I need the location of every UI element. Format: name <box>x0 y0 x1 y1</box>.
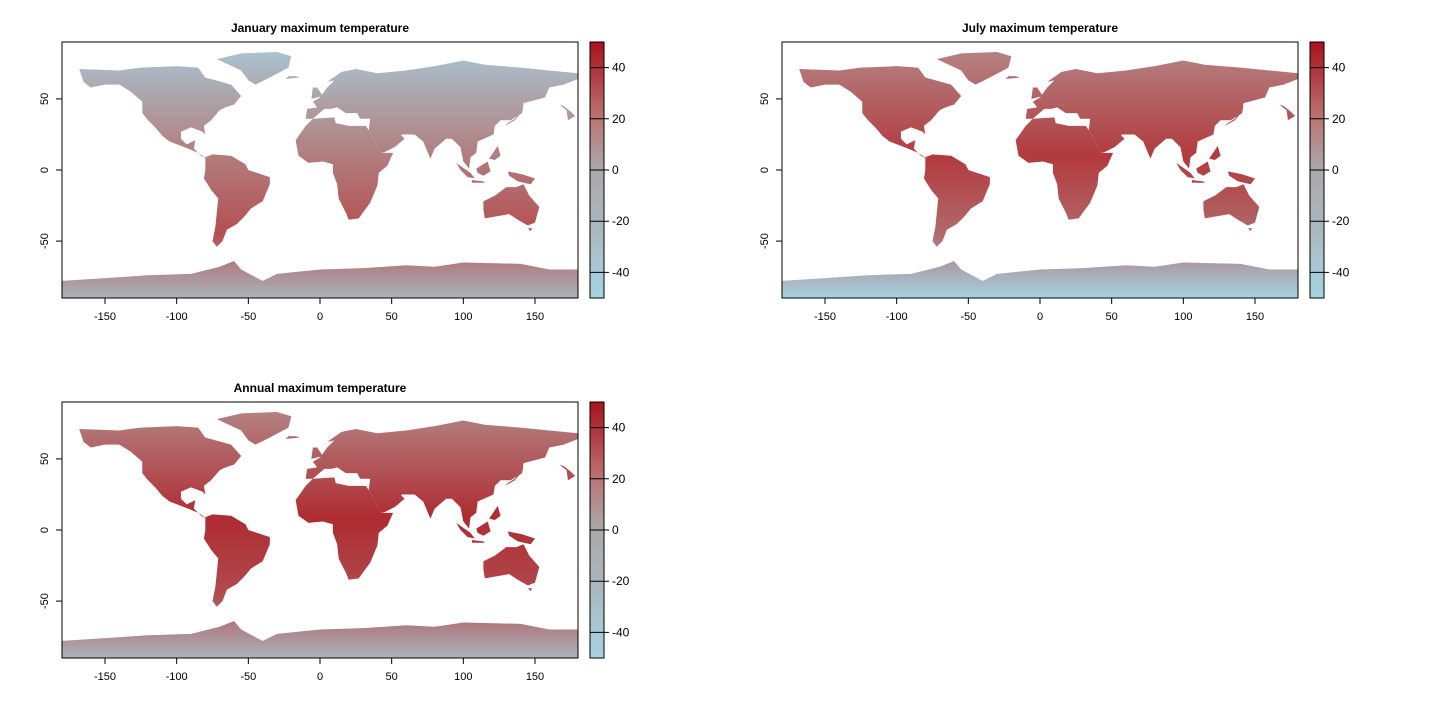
x-tick-label: 50 <box>1106 311 1118 323</box>
colorbar-tick-label: 0 <box>612 163 619 177</box>
x-tick-label: 0 <box>317 311 323 323</box>
land-raster <box>782 51 1298 298</box>
x-tick-label: -50 <box>240 311 256 323</box>
colorbar-tick-label: 0 <box>612 523 619 537</box>
y-tick-label: 0 <box>39 527 51 533</box>
panel-title: July maximum temperature <box>962 21 1118 35</box>
y-tick-label: 50 <box>39 93 51 105</box>
colorbar-tick-label: 0 <box>1332 163 1339 177</box>
x-tick-label: 150 <box>526 671 544 683</box>
map-panel-july: July maximum temperature -150 -100 -50 0 50 10… <box>759 21 1350 323</box>
x-tick-label: -100 <box>886 311 908 323</box>
x-tick-label: 100 <box>454 311 472 323</box>
land-raster <box>62 411 578 658</box>
colorbar-tick-label: -20 <box>612 214 630 228</box>
colorbar-tick-label: 20 <box>612 112 626 126</box>
colorbar-tick-label: -40 <box>612 265 630 279</box>
x-tick-label: 150 <box>1246 311 1264 323</box>
colorbar-tick-label: 40 <box>612 421 626 435</box>
colorbar-tick-label: -20 <box>1332 214 1350 228</box>
x-tick-label: -150 <box>94 671 116 683</box>
y-tick-label: 50 <box>39 453 51 465</box>
colorbar-tick-label: 40 <box>1332 61 1346 75</box>
x-tick-label: 100 <box>454 671 472 683</box>
y-tick-label: -50 <box>759 233 771 249</box>
colorbar-tick-label: -40 <box>1332 265 1350 279</box>
land-raster <box>62 51 578 298</box>
panel-title: January maximum temperature <box>231 21 409 35</box>
panel-title: Annual maximum temperature <box>234 381 407 395</box>
y-tick-label: 0 <box>39 167 51 173</box>
colorbar-tick-label: -40 <box>612 625 630 639</box>
colorbar-tick-label: 20 <box>612 472 626 486</box>
x-tick-label: -150 <box>94 311 116 323</box>
x-tick-label: -150 <box>814 311 836 323</box>
x-tick-label: 0 <box>317 671 323 683</box>
x-tick-label: 150 <box>526 311 544 323</box>
y-tick-label: -50 <box>39 233 51 249</box>
x-tick-label: 50 <box>386 311 398 323</box>
x-tick-label: -100 <box>166 311 188 323</box>
x-tick-label: -50 <box>960 311 976 323</box>
colorbar-tick-label: -20 <box>612 574 630 588</box>
map-panel-january: January maximum temperature -150 -100 -50 0 5… <box>39 21 630 323</box>
x-tick-label: 0 <box>1037 311 1043 323</box>
x-tick-label: 50 <box>386 671 398 683</box>
x-tick-label: -100 <box>166 671 188 683</box>
y-tick-label: -50 <box>39 593 51 609</box>
colorbar-tick-label: 40 <box>612 61 626 75</box>
x-tick-label: 100 <box>1174 311 1192 323</box>
map-panel-annual: Annual maximum temperature -150 -100 -50 0 50… <box>39 381 630 683</box>
y-tick-label: 0 <box>759 167 771 173</box>
x-tick-label: -50 <box>240 671 256 683</box>
colorbar-tick-label: 20 <box>1332 112 1346 126</box>
y-tick-label: 50 <box>759 93 771 105</box>
